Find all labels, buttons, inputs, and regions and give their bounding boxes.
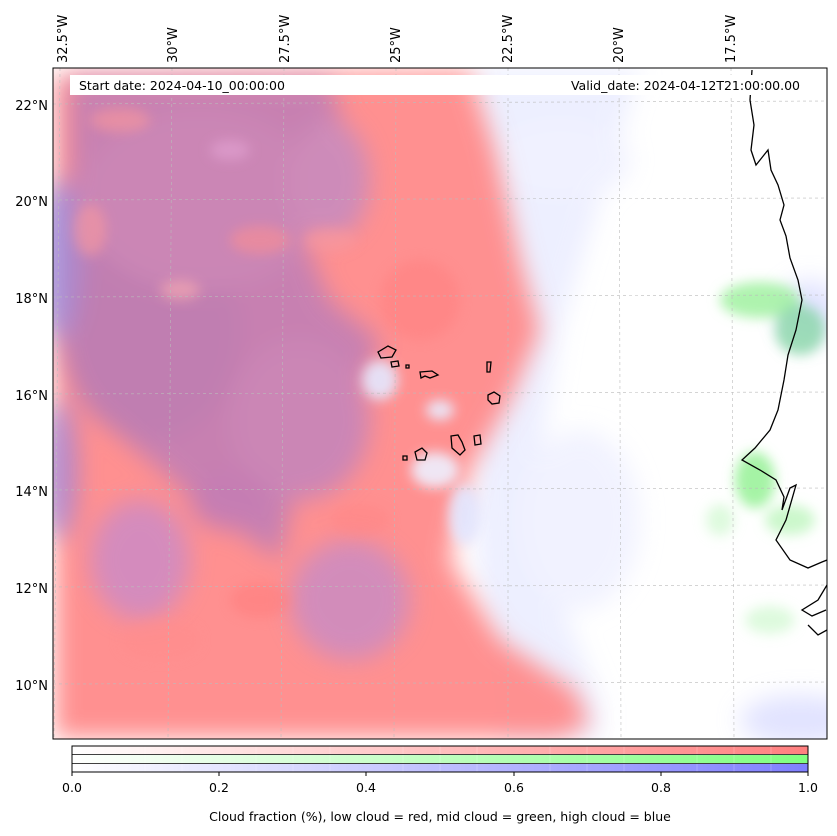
valid-date-text: Valid_date: 2024-04-12T21:00:00.00 xyxy=(571,78,800,93)
africa-coastline xyxy=(740,69,827,569)
gridlines xyxy=(53,68,827,739)
lon-label: 27.5°W xyxy=(278,15,293,63)
coastlines xyxy=(377,69,827,636)
colorbar-frame xyxy=(71,745,809,773)
longitude-labels: 32.5°W 30°W 27.5°W 25°W 22.5°W 20°W 17.5… xyxy=(56,15,739,63)
map-frame xyxy=(52,67,828,740)
start-date-text: Start date: 2024-04-10_00:00:00 xyxy=(79,78,285,93)
colorbar-tick-label: 0.2 xyxy=(209,780,229,795)
island-maio xyxy=(473,434,482,446)
cloud-texture xyxy=(74,108,460,660)
colorbar-caption: Cloud fraction (%), low cloud = red, mid… xyxy=(209,809,671,824)
lat-label: 18°N xyxy=(15,292,48,307)
high-cloud-layer xyxy=(53,80,410,660)
lat-label: 20°N xyxy=(15,195,48,210)
lat-label: 14°N xyxy=(15,485,48,500)
island-sal xyxy=(486,361,492,373)
island-brava xyxy=(402,455,408,461)
lon-label: 20°W xyxy=(612,27,627,63)
mid-cloud-layer xyxy=(706,282,825,634)
lon-label: 22.5°W xyxy=(501,15,516,63)
island-boa-vista xyxy=(487,391,501,405)
lon-label: 25°W xyxy=(389,27,404,63)
lat-label: 12°N xyxy=(15,582,48,597)
lon-label: 17.5°W xyxy=(724,15,739,63)
clear-gaps xyxy=(362,360,481,545)
island-santiago xyxy=(450,434,466,456)
island-sao-nicolau xyxy=(419,370,440,379)
lat-label: 16°N xyxy=(15,389,48,404)
colorbar: 0.0 0.2 0.4 0.6 0.8 1.0 Cloud fraction (… xyxy=(62,745,818,824)
cape-verde-islands xyxy=(377,345,501,461)
island-santa-luzia xyxy=(405,364,410,369)
lon-label: 32.5°W xyxy=(56,15,71,63)
island-santo-antao xyxy=(377,345,397,359)
colorbar-tick-label: 0.0 xyxy=(62,780,82,795)
colorbar-tick-label: 0.6 xyxy=(504,780,524,795)
map-panel: Start date: 2024-04-10_00:00:00 Valid_da… xyxy=(52,67,828,740)
colorbar-tick-label: 1.0 xyxy=(798,780,818,795)
lat-label: 22°N xyxy=(15,99,48,114)
info-banner xyxy=(70,75,808,95)
lon-label: 30°W xyxy=(166,27,181,63)
lat-label: 10°N xyxy=(15,679,48,694)
africa-coastline-south xyxy=(800,584,827,636)
island-sao-vicente xyxy=(390,360,400,368)
island-fogo xyxy=(414,447,428,461)
latitude-labels: 22°N 20°N 18°N 16°N 14°N 12°N 10°N xyxy=(15,99,48,694)
colorbar-tick-label: 0.4 xyxy=(356,780,376,795)
colorbar-tick-label: 0.8 xyxy=(651,780,671,795)
